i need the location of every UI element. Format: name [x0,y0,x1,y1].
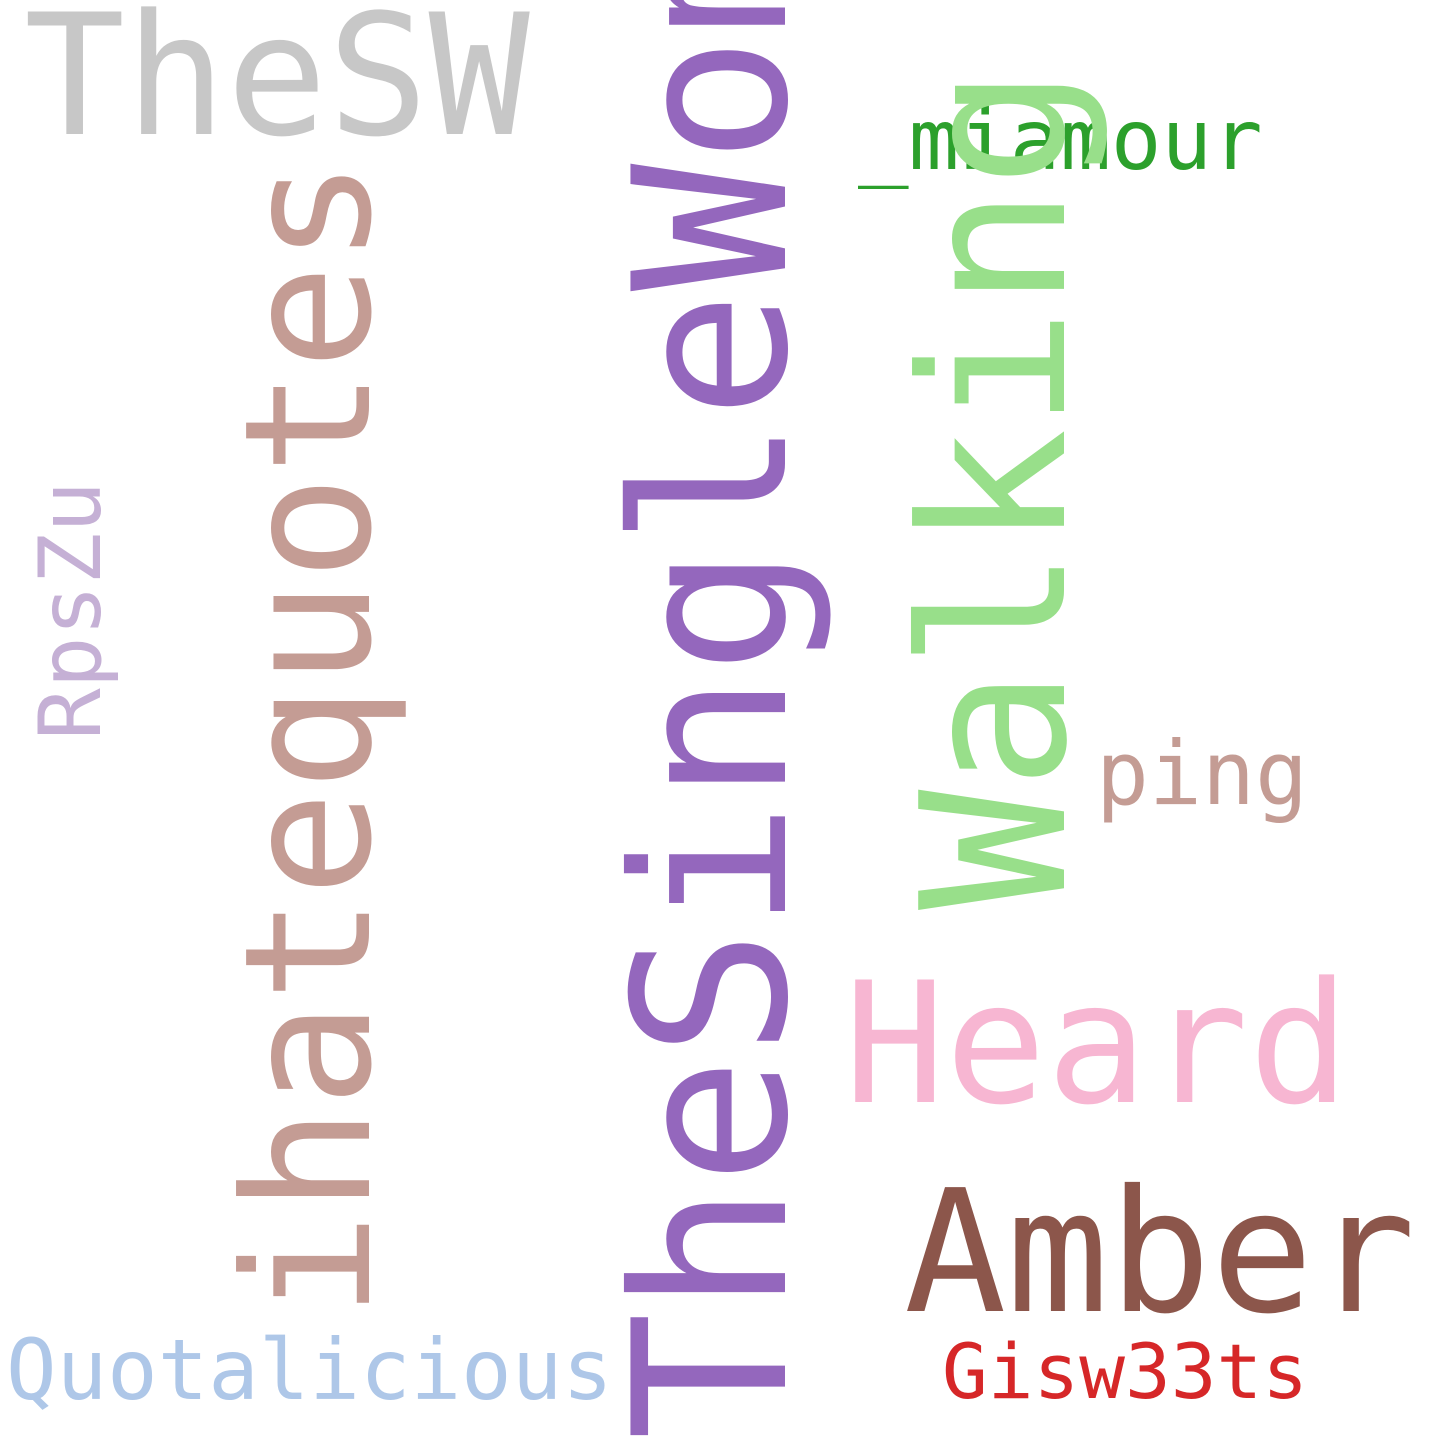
word-ping: ping [1096,722,1308,825]
word-thesw: TheSW [24,0,530,174]
word-amber: Amber [904,1154,1416,1352]
word-thesinglewoman: TheSingleWoman [588,0,835,1440]
word-quotalicious: Quotalicious [6,1321,613,1419]
word-rpszu: RpsZu [21,481,121,740]
word-gisw33ts: Gisw33ts [942,1327,1309,1416]
word-walking: Walking [879,67,1112,910]
word-ihatequotes: ihatequotes [208,159,411,1318]
word-miamour: _miamour [858,91,1263,189]
word-heard: Heard [844,946,1350,1142]
